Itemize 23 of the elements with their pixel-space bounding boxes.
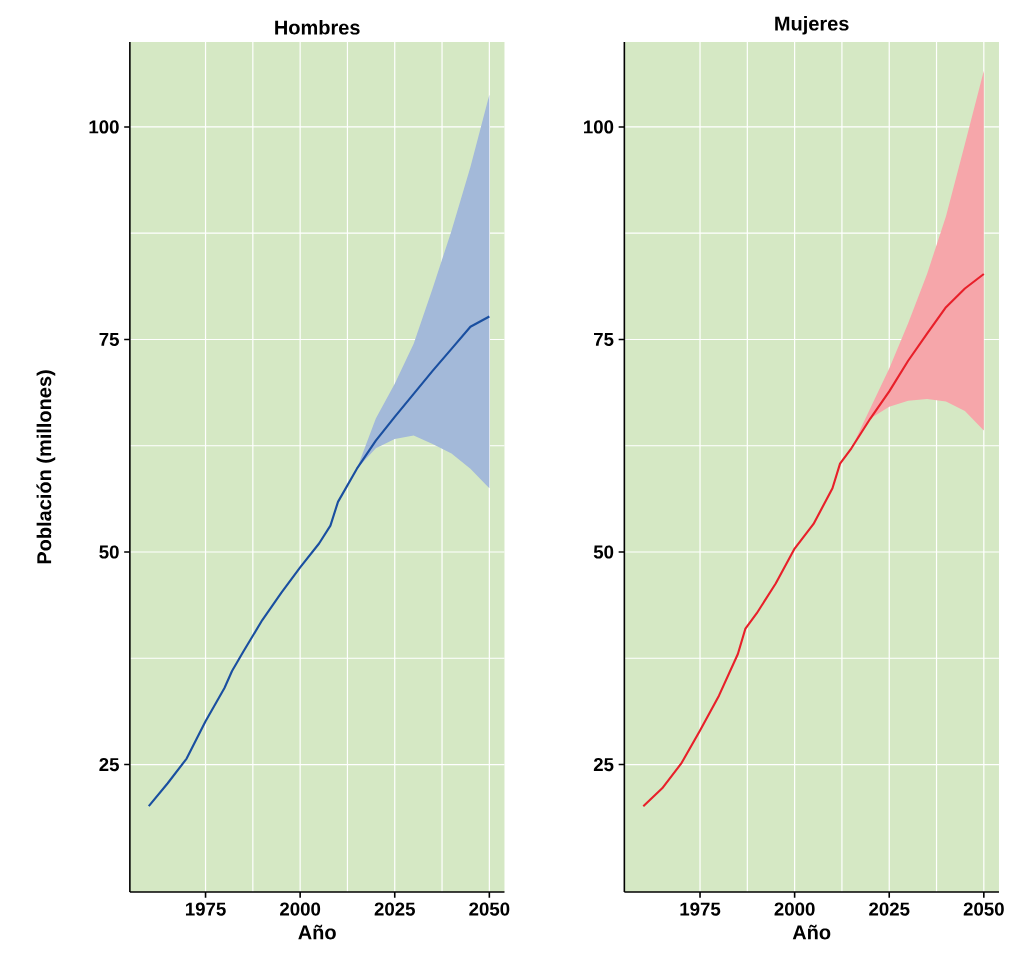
y-tick-label: 75: [594, 332, 614, 346]
x-axis-title: Año: [298, 924, 336, 940]
y-tick-label: 100: [89, 120, 119, 134]
chart-title: Hombres: [275, 19, 360, 35]
y-tick-label: 75: [99, 332, 119, 346]
y-tick-label: 50: [593, 545, 614, 559]
chart-title: Mujeres: [775, 15, 849, 35]
y-tick-label: 25: [99, 757, 119, 772]
x-tick-label: 2025: [374, 902, 415, 916]
x-tick-label: 2050: [963, 902, 1004, 916]
y-tick-label: 100: [584, 120, 614, 134]
line-series: [642, 272, 985, 808]
x-tick-label: 2025: [869, 902, 910, 916]
line-series: [147, 315, 491, 808]
y-tick-label: 50: [99, 545, 119, 559]
x-tick-label: 1975: [680, 902, 721, 916]
x-axis-title: Año: [792, 924, 831, 940]
y-tick-label: 25: [593, 757, 614, 772]
x-tick-label: 2000: [280, 902, 321, 916]
x-tick-label: 1975: [185, 902, 226, 916]
x-tick-label: 2050: [469, 902, 510, 916]
x-tick-label: 2000: [774, 902, 815, 916]
y-axis-title: Población (millones): [36, 370, 56, 564]
